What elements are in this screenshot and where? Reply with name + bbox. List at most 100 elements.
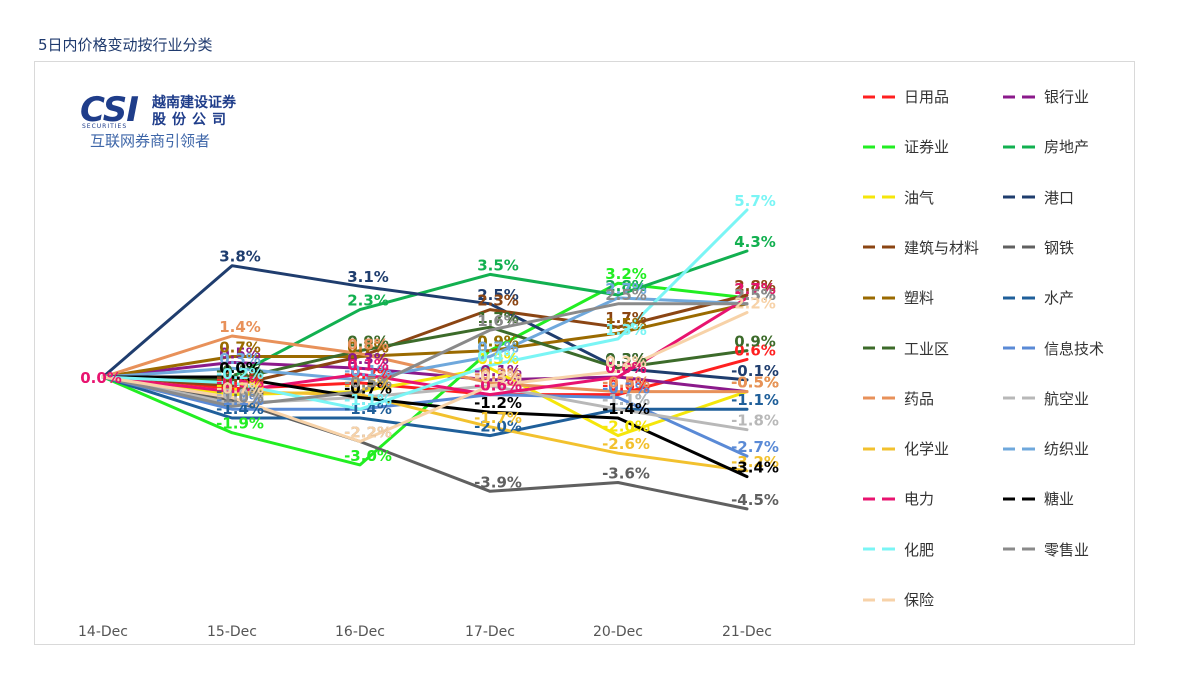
series-line: [101, 375, 749, 511]
data-label: -0.7%: [602, 380, 650, 398]
data-label: -1.4%: [216, 400, 264, 418]
data-label: -2.0%: [602, 418, 650, 436]
series-group: [101, 311, 749, 443]
legend-label: 港口: [1044, 188, 1075, 207]
legend-swatch-icon: [862, 342, 896, 354]
series-line: [101, 296, 749, 382]
data-label: -0.6%: [216, 377, 264, 395]
legend-item: 钢铁: [1002, 237, 1074, 258]
data-label: 0.9%: [477, 333, 519, 351]
legend-swatch-icon: [1002, 443, 1036, 455]
legend-label: 日用品: [904, 88, 950, 106]
series-group: [101, 375, 749, 479]
data-label: 3.1%: [347, 268, 389, 286]
data-label: 0.9%: [347, 333, 389, 351]
data-label: -1.9%: [216, 415, 264, 433]
data-label: -3.9%: [474, 473, 522, 491]
legend-label: 水产: [1044, 289, 1075, 308]
legend-swatch-icon: [862, 543, 896, 555]
data-label: -0.3%: [474, 368, 522, 386]
legend-swatch-icon: [1002, 141, 1036, 153]
series-group: [101, 375, 749, 511]
data-label: 0.7%: [347, 338, 389, 356]
data-label: 0.3%: [605, 350, 647, 368]
legend-swatch-icon: [862, 292, 896, 304]
legend-item: 航空业: [1002, 388, 1089, 409]
data-label: 3.8%: [219, 248, 261, 266]
series-group: [101, 375, 749, 432]
logo-name-line1: 越南建设证券: [152, 95, 236, 111]
legend-label: 零售业: [1044, 540, 1090, 559]
data-label: -0.1%: [731, 362, 779, 380]
data-label: -1.1%: [731, 391, 779, 409]
data-label: 0.3%: [605, 350, 647, 368]
data-label: 2.8%: [605, 277, 647, 295]
legend-item: 塑料: [862, 287, 934, 308]
data-label: -1.4%: [344, 400, 392, 418]
data-label: -0.5%: [731, 374, 779, 392]
data-label: -0.2%: [216, 365, 264, 383]
data-label: -0.9%: [216, 385, 264, 403]
legend-label: 纺织业: [1044, 440, 1090, 459]
x-tick-label: 16-Dec: [335, 624, 385, 640]
legend-item: 房地产: [1002, 136, 1089, 157]
data-label: 1.4%: [219, 318, 261, 336]
legend-swatch-icon: [1002, 292, 1036, 304]
data-label: -0.5%: [602, 374, 650, 392]
legend-item: 银行业: [1002, 86, 1089, 107]
data-label: -0.5%: [731, 374, 779, 392]
legend-swatch-icon: [1002, 91, 1036, 103]
series-group: [101, 208, 749, 411]
data-label: 3.2%: [605, 265, 647, 283]
legend-label: 化学业: [904, 440, 950, 459]
data-label: -0.3%: [216, 368, 264, 386]
legend-item: 油气: [862, 187, 934, 208]
data-label: 0.0%: [605, 359, 647, 377]
data-label: -0.5%: [216, 374, 264, 392]
legend-swatch-icon: [862, 594, 896, 606]
legend-label: 工业区: [904, 339, 950, 358]
data-label: -3.0%: [344, 447, 392, 465]
legend-item: 纺织业: [1002, 438, 1089, 459]
data-label: 0.9%: [734, 333, 776, 351]
data-label: -0.4%: [216, 371, 264, 389]
data-label: 2.8%: [734, 277, 776, 295]
series-line: [101, 311, 749, 443]
page-title: 5日内价格变动按行业分类: [38, 36, 213, 54]
data-label: 0.3%: [219, 350, 261, 368]
legend-item: 药品: [862, 388, 934, 409]
data-label: -0.6%: [474, 377, 522, 395]
data-label: 2.5%: [605, 286, 647, 304]
data-label: -0.2%: [344, 365, 392, 383]
legend-item: 化学业: [862, 438, 949, 459]
logo-sub: SECURITIES: [82, 123, 128, 130]
data-label: -0.2%: [474, 365, 522, 383]
data-label: -3.6%: [602, 464, 650, 482]
data-label: -3.4%: [731, 459, 779, 477]
data-label: 1.7%: [477, 309, 519, 327]
series-group: [101, 302, 749, 408]
data-label: 0.8%: [347, 336, 389, 354]
data-label: -0.1%: [344, 362, 392, 380]
data-label: -1.1%: [344, 391, 392, 409]
data-label: -1.1%: [216, 391, 264, 409]
legend-swatch-icon: [862, 392, 896, 404]
legend-label: 建筑与材料: [904, 238, 980, 257]
data-label: -2.2%: [344, 423, 392, 441]
series-group: [101, 375, 749, 458]
series-line: [101, 302, 749, 379]
legend-label: 银行业: [1044, 88, 1090, 106]
series-group: [101, 360, 749, 394]
series-line: [101, 375, 749, 458]
legend-label: 化肥: [904, 540, 935, 559]
legend-swatch-icon: [862, 241, 896, 253]
legend-item: 电力: [862, 488, 934, 509]
data-label: 2.5%: [477, 286, 519, 304]
x-tick-label: 21-Dec: [722, 624, 772, 640]
data-label: -0.6%: [602, 377, 650, 395]
series-group: [101, 293, 749, 388]
data-label: -2.2%: [344, 423, 392, 441]
data-label: 2.5%: [734, 286, 776, 304]
legend-label: 塑料: [904, 289, 935, 308]
